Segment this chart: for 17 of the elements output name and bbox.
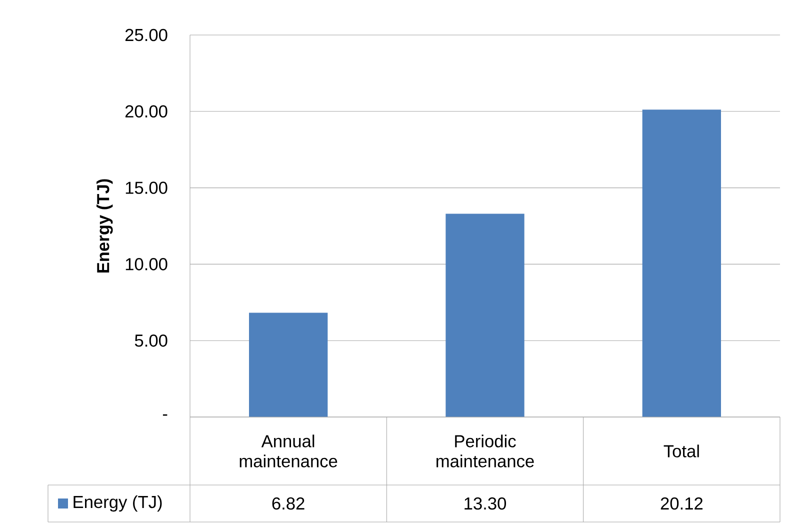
y-tick-label: 5.00: [134, 334, 168, 347]
y-tick-label: -: [162, 414, 168, 416]
bar: [642, 110, 722, 417]
x-tick-label: Annual maintenance: [240, 434, 338, 468]
x-tick-label: Periodic maintenance: [436, 434, 534, 468]
data-label: 20.12: [660, 497, 703, 510]
data-label: 6.82: [272, 497, 304, 510]
x-tick-label: Total: [664, 444, 699, 458]
data-label: 13.30: [464, 497, 506, 510]
bar: [446, 214, 524, 417]
y-tick-label: 20.00: [125, 105, 168, 118]
bar: [249, 312, 328, 417]
legend-label: Energy (TJ): [74, 495, 162, 512]
y-tick-label: 15.00: [126, 182, 168, 194]
y-tick-label: 25.00: [125, 28, 168, 42]
y-axis-title: Energy (TJ): [96, 179, 113, 273]
y-tick-label: 10.00: [126, 258, 168, 270]
